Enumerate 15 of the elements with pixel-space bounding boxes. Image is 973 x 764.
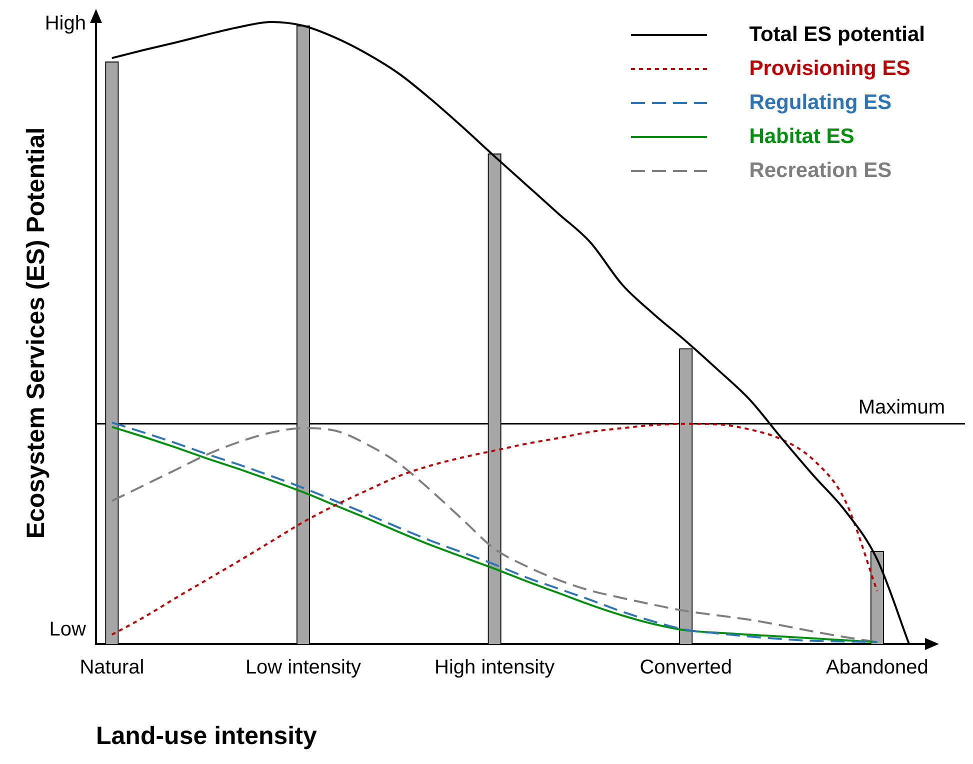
legend-label: Habitat ES — [749, 125, 854, 149]
ref-line-label: Maximum — [858, 396, 945, 418]
legend-label: Regulating ES — [749, 91, 892, 115]
x-tick-label: Abandoned — [826, 656, 928, 679]
x-tick-label: Natural — [80, 656, 144, 679]
x-axis-title: Land-use intensity — [96, 722, 317, 750]
text: High — [44, 12, 86, 35]
y-axis-title: Ecosystem Services (ES) Potential — [22, 127, 50, 539]
legend-label: Total ES potential — [749, 23, 925, 47]
x-tick-label: Converted — [640, 656, 732, 679]
text: Low — [49, 618, 87, 641]
x-tick-label: High intensity — [434, 656, 555, 679]
x-tick-label: Low intensity — [245, 656, 362, 679]
legend-label: Recreation ES — [749, 159, 892, 183]
legend-label: Provisioning ES — [749, 57, 910, 81]
